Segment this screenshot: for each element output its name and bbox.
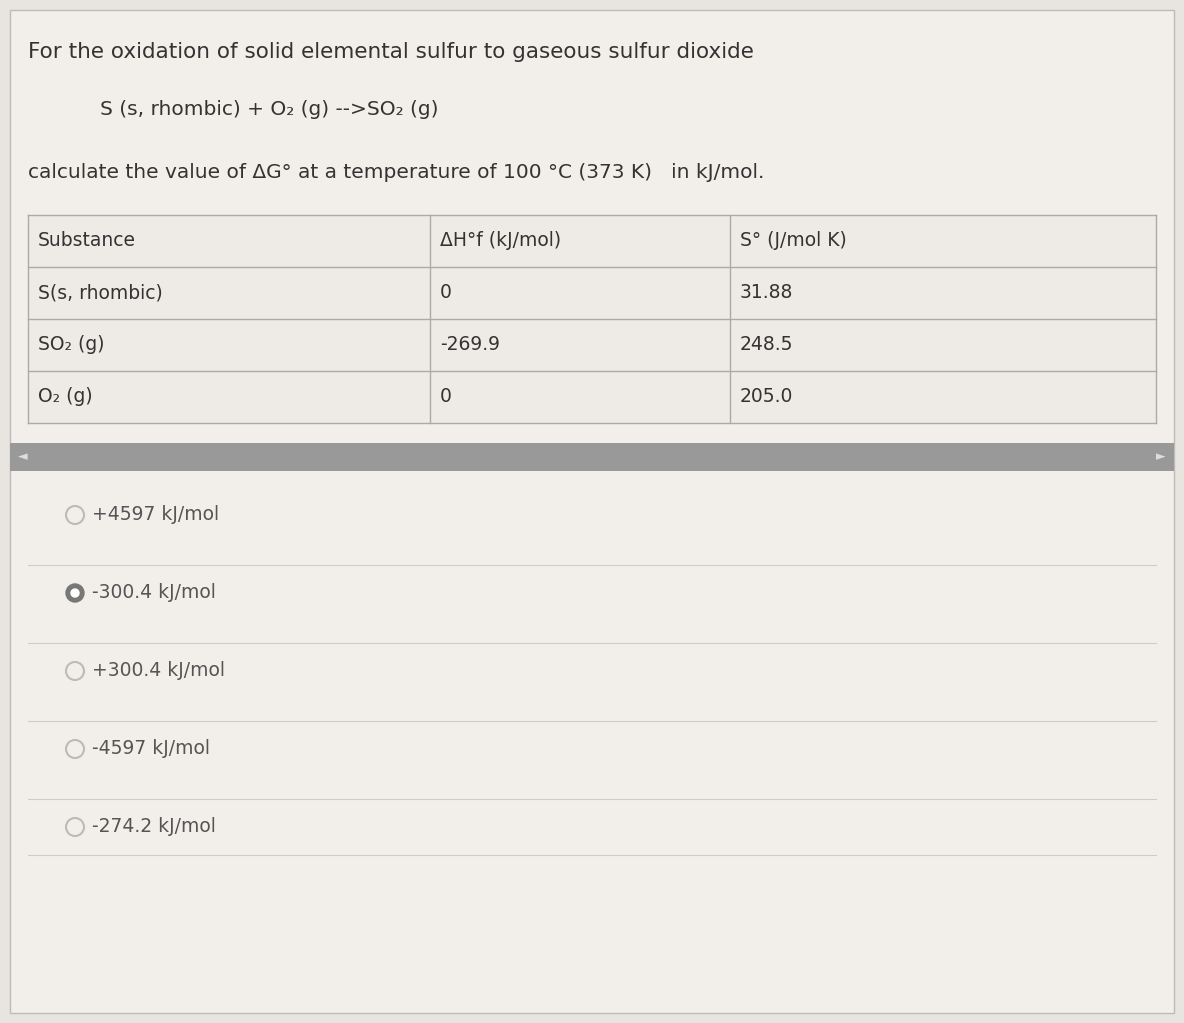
Text: calculate the value of ΔG° at a temperature of 100 °C (373 K)   in kJ/mol.: calculate the value of ΔG° at a temperat…	[28, 163, 765, 182]
Text: ►: ►	[1157, 450, 1166, 463]
Text: 0: 0	[440, 283, 452, 303]
Bar	[9, 443, 1175, 471]
Text: ΔH°f (kJ/mol): ΔH°f (kJ/mol)	[440, 231, 561, 251]
Text: ◄: ◄	[18, 450, 27, 463]
Text: O₂ (g): O₂ (g)	[38, 388, 92, 406]
Text: -300.4 kJ/mol: -300.4 kJ/mol	[92, 583, 215, 603]
Text: 0: 0	[440, 388, 452, 406]
Text: -274.2 kJ/mol: -274.2 kJ/mol	[92, 817, 215, 837]
Text: -4597 kJ/mol: -4597 kJ/mol	[92, 740, 210, 758]
Text: 248.5: 248.5	[740, 336, 793, 355]
Text: S (s, rhombic) + O₂ (g) -->SO₂ (g): S (s, rhombic) + O₂ (g) -->SO₂ (g)	[99, 100, 438, 119]
Text: SO₂ (g): SO₂ (g)	[38, 336, 104, 355]
Text: 205.0: 205.0	[740, 388, 793, 406]
Bar	[28, 215, 1156, 422]
Text: Substance: Substance	[38, 231, 136, 251]
Text: -269.9: -269.9	[440, 336, 500, 355]
Circle shape	[71, 589, 79, 597]
Text: S(s, rhombic): S(s, rhombic)	[38, 283, 162, 303]
Text: S° (J/mol K): S° (J/mol K)	[740, 231, 847, 251]
Text: For the oxidation of solid elemental sulfur to gaseous sulfur dioxide: For the oxidation of solid elemental sul…	[28, 42, 754, 62]
Text: 31.88: 31.88	[740, 283, 793, 303]
Circle shape	[66, 584, 84, 602]
Text: +300.4 kJ/mol: +300.4 kJ/mol	[92, 662, 225, 680]
Text: +4597 kJ/mol: +4597 kJ/mol	[92, 505, 219, 525]
